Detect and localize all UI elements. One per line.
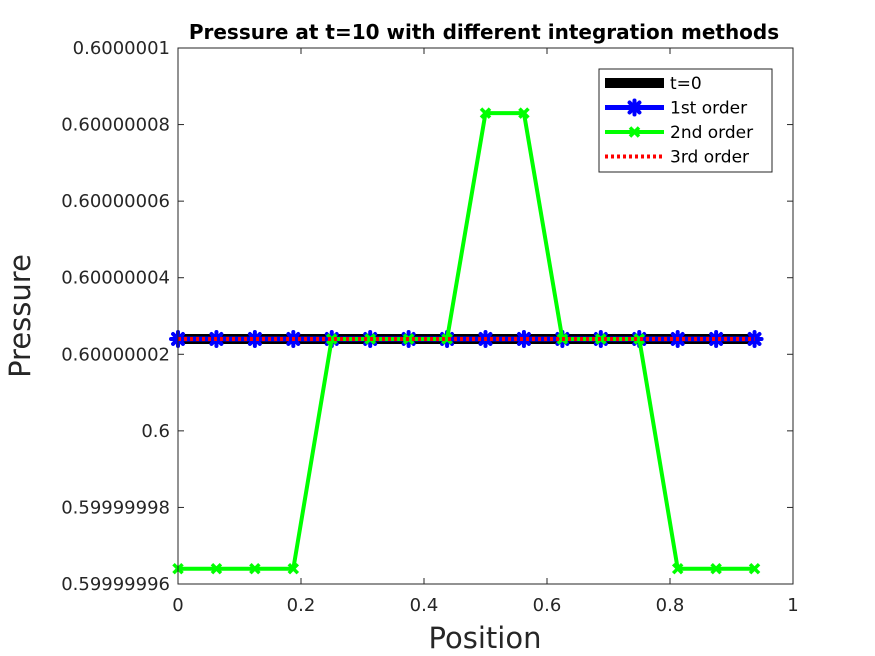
series-1st-order-point (707, 329, 726, 348)
series-1st-order-point (745, 329, 764, 348)
legend-label: 1st order (670, 99, 747, 119)
y-tick-label: 0.59999998 (61, 497, 170, 518)
y-tick-label: 0.59999996 (61, 574, 170, 595)
y-tick-label: 0.6 (141, 421, 170, 442)
series-2nd-order-point (748, 562, 761, 575)
series-2nd-order-point (633, 333, 645, 345)
series-2nd-order-point (671, 562, 684, 575)
series-2nd-order-point (441, 333, 453, 345)
x-tick-label: 0.6 (533, 595, 562, 616)
legend-entry-t-0: t=0 (605, 74, 702, 94)
series-2nd-order-point (210, 562, 223, 575)
legend-label: 2nd order (670, 123, 753, 143)
series-2nd-order-point (518, 107, 530, 119)
y-tick-label: 0.60000006 (61, 191, 170, 212)
x-tick-label: 0 (172, 595, 183, 616)
y-tick-label: 0.60000008 (61, 115, 170, 136)
legend: t=0 1st order 2nd order 3rd order (598, 68, 773, 173)
chart-title: Pressure at t=10 with different integrat… (189, 20, 779, 44)
x-tick-label: 0.2 (287, 595, 316, 616)
series-2nd-order-point (249, 562, 261, 575)
series-1st-order-point (245, 329, 264, 348)
series-2nd-order-point (710, 562, 722, 575)
legend-marker (628, 126, 641, 138)
plot-frame (177, 47, 794, 585)
series-2nd-order-point (326, 333, 338, 345)
x-tick-label: 0.4 (410, 595, 439, 616)
legend-entry-2nd-order: 2nd order (605, 123, 753, 143)
y-tick-label: 0.60000004 (61, 268, 170, 289)
y-axis-title: Pressure (3, 254, 37, 378)
x-tick-label: 0.8 (656, 595, 685, 616)
legend-box (598, 68, 773, 173)
series-layer (169, 107, 764, 575)
series-2nd-order-point (479, 107, 492, 119)
legend-label: t=0 (670, 74, 702, 94)
y-tick-label: 0.6000001 (73, 38, 170, 59)
ticks-layer: 0 0.2 0.4 0.6 0.8 1 0.59999996 0.59999998 0.6 0.6… (61, 38, 799, 616)
legend-entry-1st-order: 1st order (605, 98, 747, 119)
legend-label: 3rd order (670, 148, 749, 168)
legend-marker (625, 98, 644, 117)
series-2nd-order-line (178, 111, 755, 571)
legend-entry-3rd-order: 3rd order (605, 148, 749, 168)
x-tick-label: 1 (787, 595, 798, 616)
series-2nd-order-point (287, 562, 300, 575)
x-axis-title: Position (429, 621, 542, 655)
y-tick-label: 0.60000002 (61, 344, 170, 365)
series-1st-order-point (514, 329, 533, 348)
